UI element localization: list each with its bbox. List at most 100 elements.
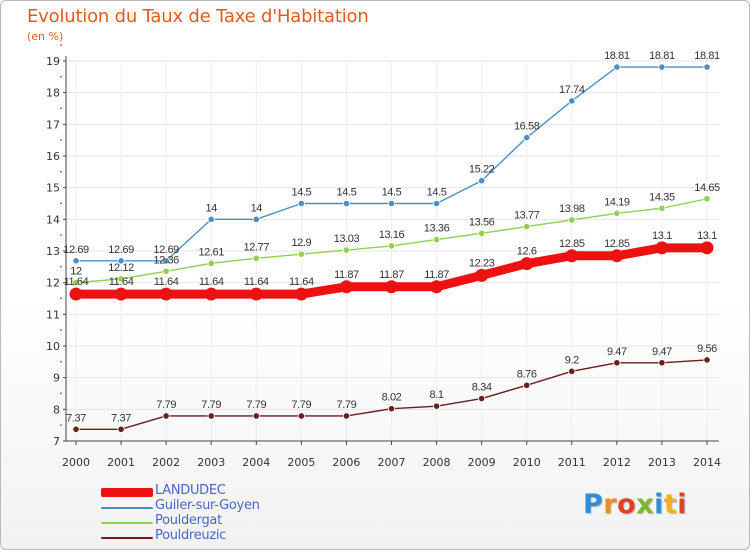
- data-point-landudec: [204, 287, 218, 301]
- data-point-pouldreuzic: [297, 412, 305, 420]
- data-label-pouldreuzic: 9.2: [565, 354, 579, 366]
- data-label-guiler-sur-goyen: 18.81: [649, 50, 675, 62]
- data-point-guiler-sur-goyen: [658, 63, 666, 71]
- data-label-pouldergat: 12.36: [153, 254, 179, 266]
- x-tick-label: 2014: [693, 456, 721, 469]
- data-label-pouldergat: 12.77: [244, 241, 270, 253]
- y-tick-label: 12: [46, 277, 60, 290]
- data-point-guiler-sur-goyen: [523, 134, 531, 142]
- data-label-pouldergat: 14.35: [649, 191, 675, 203]
- y-tick-label: 19: [46, 55, 60, 68]
- data-label-pouldreuzic: 7.79: [246, 399, 266, 411]
- data-label-pouldreuzic: 8.1: [430, 389, 444, 401]
- chart-title: Evolution du Taux de Taxe d'Habitation: [27, 6, 369, 27]
- data-point-pouldergat: [432, 236, 441, 244]
- data-label-landudec: 13.1: [697, 230, 717, 242]
- data-label-guiler-sur-goyen: 14.5: [337, 187, 357, 199]
- data-label-pouldreuzic: 9.47: [607, 346, 627, 358]
- data-label-pouldreuzic: 7.37: [111, 412, 131, 424]
- data-point-landudec: [385, 280, 398, 294]
- data-point-pouldreuzic: [432, 402, 441, 410]
- y-minor-dot: [60, 202, 62, 205]
- y-tick-label: 13: [46, 245, 60, 258]
- legend-swatch: [101, 537, 153, 539]
- data-point-landudec: [69, 287, 83, 301]
- x-tick-label: 2004: [242, 456, 270, 469]
- data-point-guiler-sur-goyen: [72, 257, 80, 265]
- y-minor-dot: [60, 170, 62, 173]
- data-point-guiler-sur-goyen: [478, 177, 486, 185]
- data-label-pouldergat: 13.98: [559, 203, 585, 215]
- data-point-landudec: [475, 268, 489, 282]
- data-point-pouldreuzic: [568, 367, 576, 375]
- data-label-guiler-sur-goyen: 18.81: [694, 50, 720, 62]
- data-label-pouldreuzic: 7.37: [66, 412, 86, 424]
- data-point-guiler-sur-goyen: [432, 199, 441, 208]
- data-point-landudec: [565, 249, 579, 263]
- data-label-guiler-sur-goyen: 16.58: [514, 121, 540, 133]
- data-point-landudec: [520, 257, 534, 271]
- x-tick-label: 2011: [558, 456, 586, 469]
- data-point-guiler-sur-goyen: [252, 215, 260, 223]
- y-tick-label: 18: [46, 87, 60, 100]
- data-point-guiler-sur-goyen: [342, 199, 351, 208]
- data-point-pouldergat: [342, 246, 351, 254]
- x-tick-label: 2003: [197, 456, 225, 469]
- data-label-guiler-sur-goyen: 12.69: [153, 244, 179, 256]
- data-label-landudec: 11.64: [244, 276, 269, 288]
- legend-swatch: [101, 488, 153, 497]
- y-tick-label: 15: [46, 182, 60, 195]
- data-label-pouldreuzic: 9.47: [652, 346, 672, 358]
- data-point-guiler-sur-goyen: [613, 63, 621, 71]
- data-label-pouldergat: 13.03: [334, 233, 360, 245]
- data-label-pouldreuzic: 8.76: [517, 368, 537, 380]
- data-label-pouldergat: 12.9: [291, 237, 311, 249]
- data-label-pouldergat: 12: [70, 266, 82, 278]
- data-point-pouldreuzic: [478, 394, 486, 403]
- data-point-pouldreuzic: [387, 405, 396, 413]
- x-tick-label: 2013: [648, 456, 676, 469]
- data-point-pouldergat: [252, 254, 260, 262]
- logo-letter: i: [654, 489, 664, 520]
- x-tick-label: 2008: [423, 456, 451, 469]
- data-point-guiler-sur-goyen: [207, 215, 215, 223]
- data-point-pouldreuzic: [207, 412, 215, 420]
- data-point-pouldreuzic: [703, 356, 711, 364]
- y-minor-dot: [60, 360, 62, 363]
- data-label-pouldreuzic: 8.02: [382, 392, 402, 404]
- data-label-pouldergat: 13.77: [514, 210, 540, 222]
- y-minor-dot: [60, 234, 62, 236]
- data-label-pouldergat: 13.16: [379, 229, 405, 241]
- data-point-landudec: [114, 287, 128, 301]
- data-point-landudec: [294, 287, 308, 301]
- data-label-pouldreuzic: 7.79: [201, 399, 221, 411]
- logo-letter: t: [663, 489, 678, 520]
- data-label-pouldreuzic: 9.56: [697, 343, 717, 355]
- data-point-guiler-sur-goyen: [568, 97, 576, 105]
- y-minor-dot: [60, 265, 62, 268]
- data-label-guiler-sur-goyen: 14.5: [382, 187, 402, 199]
- data-point-pouldergat: [523, 223, 531, 231]
- data-point-pouldreuzic: [162, 412, 170, 420]
- data-label-landudec: 11.64: [109, 276, 134, 288]
- data-point-landudec: [249, 287, 263, 301]
- data-point-guiler-sur-goyen: [387, 199, 396, 208]
- data-label-pouldergat: 14.19: [604, 196, 630, 208]
- data-label-landudec: 11.64: [199, 276, 224, 288]
- y-minor-dot: [60, 424, 62, 426]
- x-tick-label: 2005: [287, 456, 315, 469]
- data-point-landudec: [610, 249, 624, 263]
- data-point-pouldergat: [613, 209, 621, 217]
- data-point-guiler-sur-goyen: [162, 257, 170, 265]
- y-minor-dot: [60, 329, 62, 331]
- data-point-pouldergat: [72, 279, 80, 287]
- data-point-pouldergat: [297, 250, 305, 258]
- chart-subtitle: (en %): [27, 30, 64, 43]
- logo-letter: o: [617, 489, 637, 520]
- y-minor-dot: [60, 75, 62, 78]
- y-tick-label: 7: [53, 435, 60, 448]
- data-point-pouldreuzic: [523, 381, 531, 389]
- data-label-guiler-sur-goyen: 14.5: [291, 187, 311, 199]
- data-label-landudec: 11.87: [379, 269, 404, 281]
- data-label-guiler-sur-goyen: 18.81: [604, 50, 630, 62]
